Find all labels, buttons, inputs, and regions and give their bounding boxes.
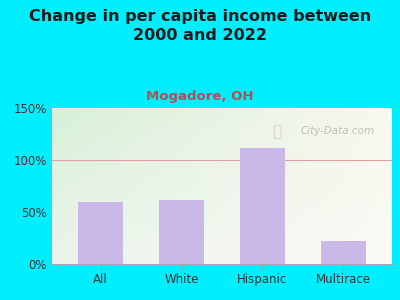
Text: City-Data.com: City-Data.com [300, 126, 374, 136]
Text: ⓘ: ⓘ [272, 124, 281, 139]
Bar [78, 202, 123, 264]
Bar [240, 148, 285, 264]
Bar [321, 241, 366, 264]
Bar [159, 200, 204, 264]
Text: Change in per capita income between
2000 and 2022: Change in per capita income between 2000… [29, 9, 371, 43]
Text: Mogadore, OH: Mogadore, OH [146, 90, 254, 103]
